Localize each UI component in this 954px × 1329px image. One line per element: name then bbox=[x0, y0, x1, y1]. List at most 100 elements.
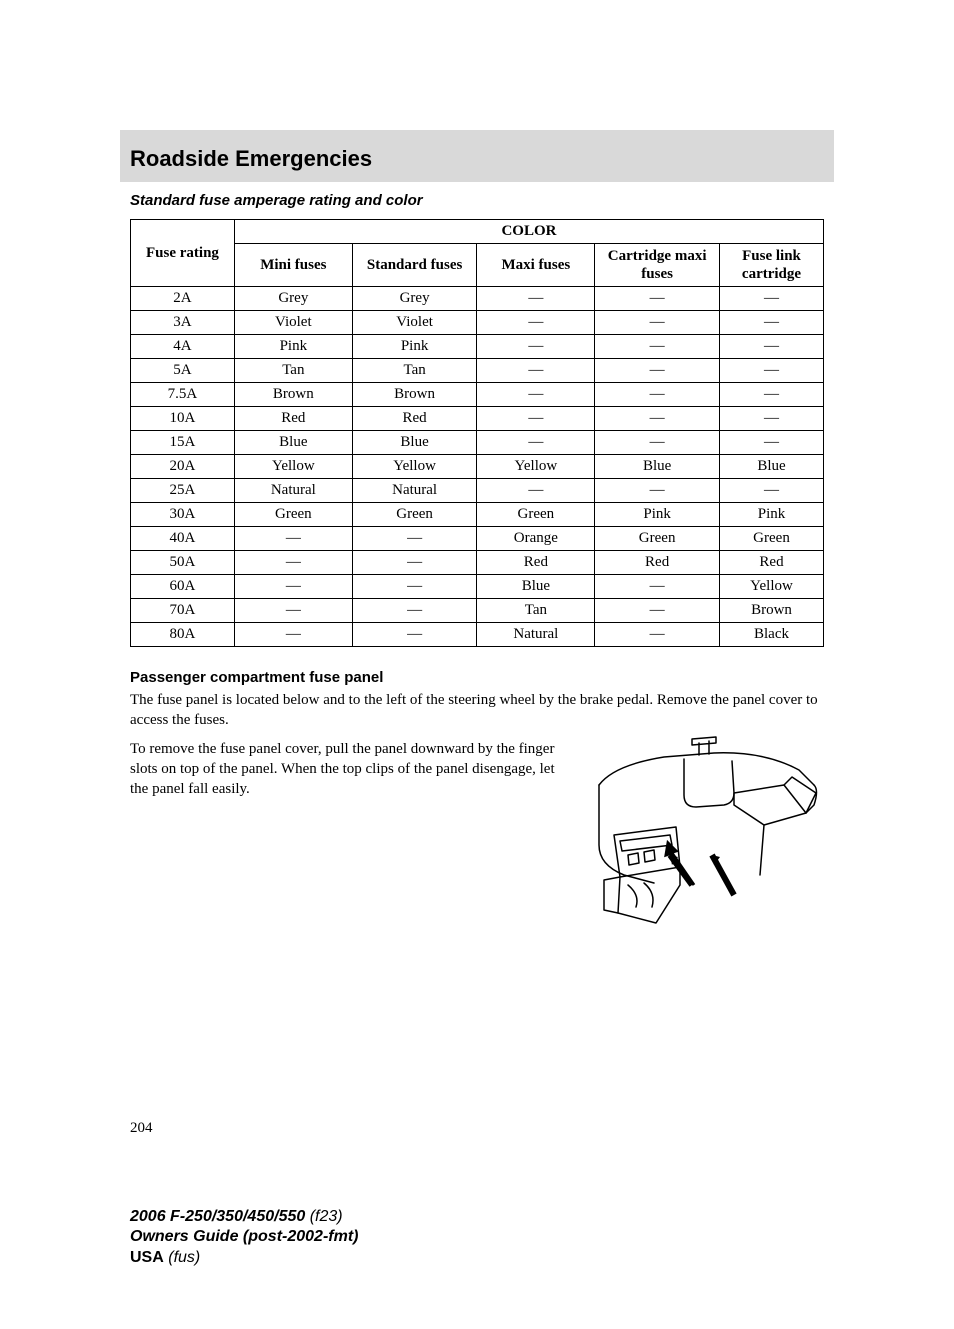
table-cell: — bbox=[595, 359, 720, 383]
table-cell: 20A bbox=[131, 455, 235, 479]
table-cell: 2A bbox=[131, 287, 235, 311]
passenger-heading: Passenger compartment fuse panel bbox=[130, 669, 824, 686]
table-cell: 80A bbox=[131, 623, 235, 647]
table-cell: Red bbox=[595, 551, 720, 575]
fuse-panel-illustration bbox=[584, 735, 824, 940]
table-subheading: Standard fuse amperage rating and color bbox=[130, 192, 824, 209]
table-row: 20AYellowYellowYellowBlueBlue bbox=[131, 455, 824, 479]
table-cell: Brown bbox=[720, 599, 824, 623]
table-cell: Red bbox=[352, 407, 477, 431]
section-header-bar: Roadside Emergencies bbox=[120, 130, 834, 182]
table-row: 5ATanTan——— bbox=[131, 359, 824, 383]
table-cell: — bbox=[720, 287, 824, 311]
table-cell: — bbox=[595, 311, 720, 335]
col-header-color: COLOR bbox=[234, 220, 823, 244]
table-row: 15ABlueBlue——— bbox=[131, 431, 824, 455]
table-cell: Yellow bbox=[234, 455, 352, 479]
table-row: 3AVioletViolet——— bbox=[131, 311, 824, 335]
table-cell: Natural bbox=[234, 479, 352, 503]
table-cell: 30A bbox=[131, 503, 235, 527]
col-header: Maxi fuses bbox=[477, 244, 595, 287]
table-cell: Yellow bbox=[477, 455, 595, 479]
table-cell: — bbox=[234, 575, 352, 599]
table-row: 2AGreyGrey——— bbox=[131, 287, 824, 311]
footer: 2006 F-250/350/450/550 (f23) Owners Guid… bbox=[130, 1207, 824, 1269]
table-cell: — bbox=[595, 479, 720, 503]
table-cell: Natural bbox=[477, 623, 595, 647]
table-cell: Violet bbox=[352, 311, 477, 335]
table-cell: Grey bbox=[352, 287, 477, 311]
table-cell: 60A bbox=[131, 575, 235, 599]
col-header-fuse-rating: Fuse rating bbox=[131, 220, 235, 287]
table-cell: — bbox=[477, 479, 595, 503]
table-cell: 3A bbox=[131, 311, 235, 335]
table-cell: — bbox=[352, 575, 477, 599]
table-cell: Blue bbox=[477, 575, 595, 599]
table-row: 80A——Natural—Black bbox=[131, 623, 824, 647]
table-row: 40A——OrangeGreenGreen bbox=[131, 527, 824, 551]
table-cell: Pink bbox=[720, 503, 824, 527]
table-cell: — bbox=[720, 383, 824, 407]
table-cell: Tan bbox=[477, 599, 595, 623]
table-row: 50A——RedRedRed bbox=[131, 551, 824, 575]
table-cell: — bbox=[234, 623, 352, 647]
table-cell: — bbox=[234, 599, 352, 623]
table-cell: Natural bbox=[352, 479, 477, 503]
table-cell: — bbox=[595, 335, 720, 359]
table-cell: 4A bbox=[131, 335, 235, 359]
table-cell: Blue bbox=[234, 431, 352, 455]
table-cell: — bbox=[477, 311, 595, 335]
table-row: 70A——Tan—Brown bbox=[131, 599, 824, 623]
table-cell: — bbox=[352, 527, 477, 551]
table-cell: — bbox=[352, 623, 477, 647]
table-cell: — bbox=[234, 527, 352, 551]
table-cell: — bbox=[477, 407, 595, 431]
footer-model: 2006 F-250/350/450/550 bbox=[130, 1208, 305, 1225]
table-cell: — bbox=[595, 287, 720, 311]
col-header: Mini fuses bbox=[234, 244, 352, 287]
passenger-p2: To remove the fuse panel cover, pull the… bbox=[130, 739, 564, 800]
table-cell: — bbox=[595, 599, 720, 623]
table-cell: Orange bbox=[477, 527, 595, 551]
table-cell: Red bbox=[477, 551, 595, 575]
table-cell: — bbox=[720, 407, 824, 431]
table-cell: — bbox=[720, 359, 824, 383]
table-cell: — bbox=[595, 431, 720, 455]
table-cell: Blue bbox=[595, 455, 720, 479]
table-cell: — bbox=[477, 383, 595, 407]
table-cell: — bbox=[477, 335, 595, 359]
table-cell: Black bbox=[720, 623, 824, 647]
table-cell: — bbox=[720, 335, 824, 359]
table-cell: Green bbox=[352, 503, 477, 527]
table-cell: Green bbox=[234, 503, 352, 527]
footer-guide: Owners Guide (post-2002-fmt) bbox=[130, 1227, 824, 1248]
footer-region: USA bbox=[130, 1249, 164, 1266]
table-cell: Green bbox=[477, 503, 595, 527]
table-cell: Pink bbox=[352, 335, 477, 359]
table-row: 60A——Blue—Yellow bbox=[131, 575, 824, 599]
table-cell: Yellow bbox=[352, 455, 477, 479]
footer-code2: (fus) bbox=[168, 1249, 200, 1266]
table-cell: Tan bbox=[234, 359, 352, 383]
section-title: Roadside Emergencies bbox=[130, 146, 824, 172]
table-cell: — bbox=[477, 359, 595, 383]
col-header: Cartridge maxi fuses bbox=[595, 244, 720, 287]
col-header: Standard fuses bbox=[352, 244, 477, 287]
table-cell: — bbox=[720, 311, 824, 335]
table-cell: Violet bbox=[234, 311, 352, 335]
table-cell: — bbox=[352, 599, 477, 623]
table-cell: — bbox=[595, 407, 720, 431]
table-cell: 70A bbox=[131, 599, 235, 623]
table-cell: 15A bbox=[131, 431, 235, 455]
table-cell: Red bbox=[720, 551, 824, 575]
table-cell: 50A bbox=[131, 551, 235, 575]
table-cell: 25A bbox=[131, 479, 235, 503]
table-cell: Yellow bbox=[720, 575, 824, 599]
passenger-p1: The fuse panel is located below and to t… bbox=[130, 690, 824, 731]
table-cell: Pink bbox=[595, 503, 720, 527]
table-cell: Green bbox=[720, 527, 824, 551]
table-cell: Blue bbox=[352, 431, 477, 455]
table-cell: — bbox=[352, 551, 477, 575]
table-cell: 5A bbox=[131, 359, 235, 383]
table-cell: Tan bbox=[352, 359, 477, 383]
